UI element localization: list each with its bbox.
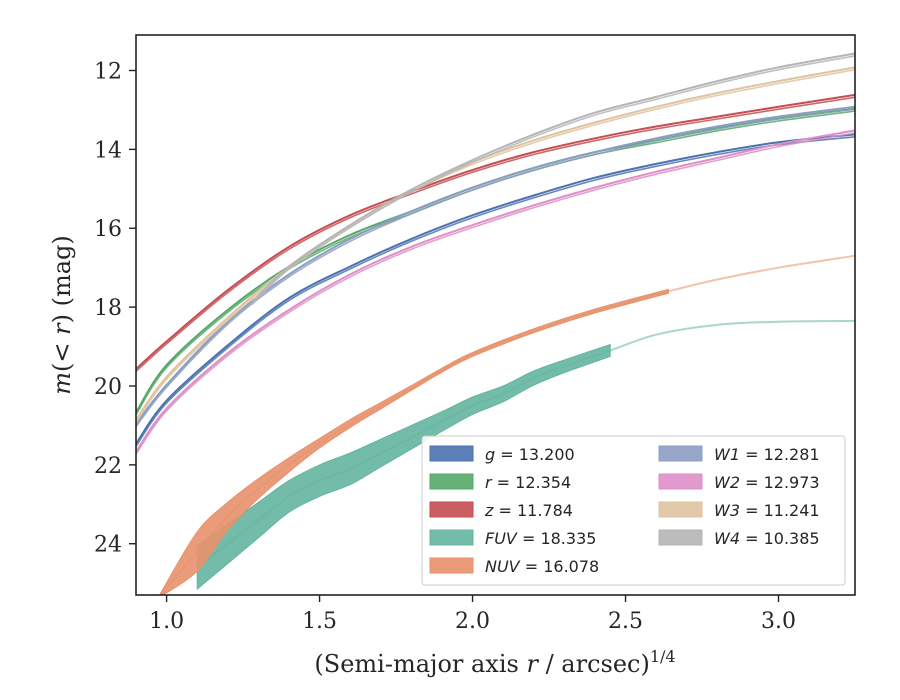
series-z-upper-line [136, 93, 855, 370]
series-w1 [136, 105, 855, 428]
y-tick-label-3: 18 [94, 296, 122, 321]
x-tick-label-1: 1.5 [302, 609, 337, 634]
series-g-upper-line [136, 133, 855, 445]
series-nuv [159, 254, 855, 595]
legend-label-w4: W4 = 10.385 [714, 529, 820, 548]
series-w2-lower-line [136, 132, 855, 455]
series-g-lower-line [136, 136, 855, 447]
series-g [136, 133, 855, 447]
series-r [136, 107, 855, 416]
y-axis-title: m(< r) (mag) [48, 235, 76, 395]
series-fuv [196, 319, 855, 591]
y-tick-label-1: 14 [94, 138, 122, 163]
x-tick-label-4: 3.0 [761, 609, 796, 634]
x-tick-label-3: 2.5 [608, 609, 643, 634]
x-tick-label-0: 1.0 [149, 609, 184, 634]
legend-swatch-nuv [429, 557, 474, 574]
series-nuv-band [160, 288, 669, 595]
x-tick-label-2: 2.0 [455, 609, 490, 634]
legend-label-fuv: FUV = 18.335 [485, 529, 596, 548]
series-w4-lower-line [251, 55, 855, 305]
legend-swatch-w1 [658, 445, 703, 462]
legend-label-w3: W3 = 11.241 [714, 501, 820, 520]
legend-label-w2: W2 = 12.973 [714, 473, 820, 492]
legend-swatch-g [429, 445, 474, 462]
series-w2 [136, 129, 855, 455]
legend-label-r: r = 12.354 [485, 473, 571, 492]
series-w3-upper-line [136, 66, 855, 421]
legend-swatch-w2 [658, 473, 703, 490]
y-tick-label-0: 12 [94, 59, 122, 84]
legend-background [421, 435, 846, 586]
legend: g = 13.200 r = 12.354 z = 11.784 FUV = 18.3… [421, 435, 846, 586]
series-w4-upper-line [251, 52, 855, 303]
legend-swatch-fuv [429, 529, 474, 546]
legend-swatch-w3 [658, 501, 703, 518]
legend-label-z: z = 11.784 [484, 501, 573, 520]
series-r-lower-line [136, 110, 855, 416]
series-z [136, 93, 855, 372]
series-z-lower-line [136, 96, 855, 372]
plot-frame [135, 34, 856, 596]
series-w1-lower-line [136, 108, 855, 428]
series-fuv-band [196, 343, 611, 591]
legend-swatch-w4 [658, 529, 703, 546]
series-w1-upper-line [136, 105, 855, 425]
y-tick-label-4: 20 [94, 375, 122, 400]
legend-label-nuv: NUV = 16.078 [485, 557, 599, 576]
legend-label-g: g = 13.200 [485, 445, 575, 464]
y-tick-label-5: 22 [94, 454, 122, 479]
legend-swatch-r [429, 473, 474, 490]
y-tick-label-2: 16 [94, 217, 122, 242]
x-axis-title: (Semi-major axis r / arcsec)1/4 [314, 647, 675, 678]
legend-label-w1: W1 = 12.281 [714, 445, 820, 464]
legend-swatch-z [429, 501, 474, 518]
y-tick-label-6: 24 [94, 533, 122, 558]
series-w2-upper-line [136, 129, 855, 453]
series-w4 [251, 52, 855, 305]
series-w3-lower-line [136, 68, 855, 424]
